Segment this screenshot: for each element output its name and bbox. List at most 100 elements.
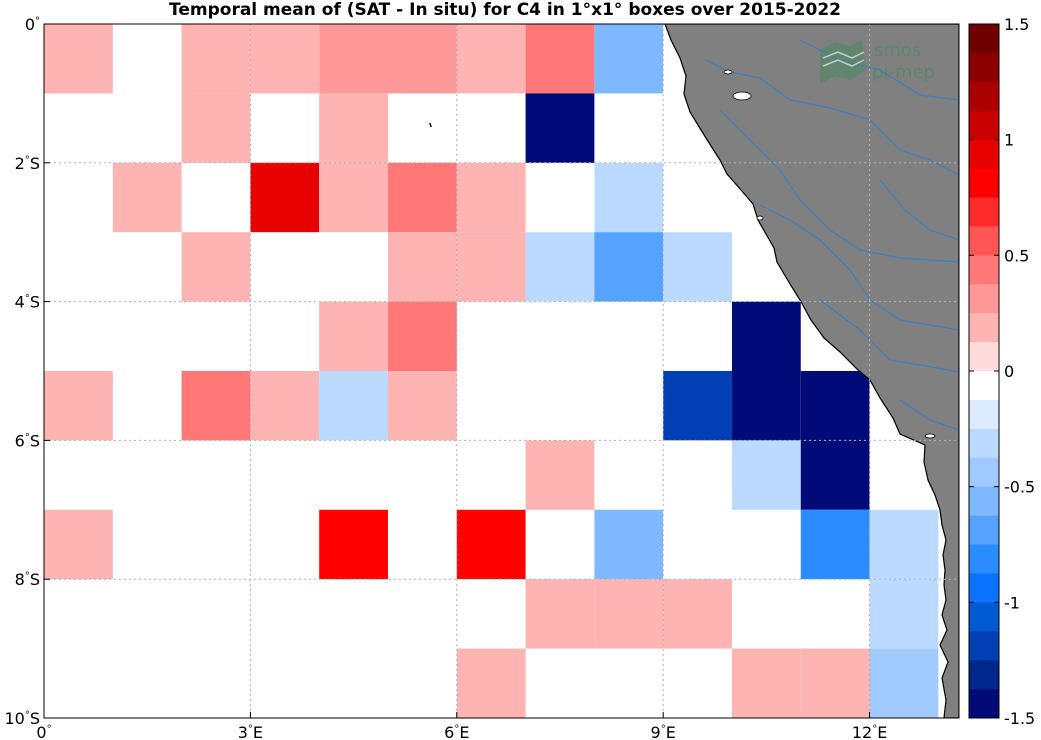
colorbar-swatch: [969, 428, 999, 459]
colorbar-swatch: [969, 255, 999, 285]
grid-cell: [250, 509, 320, 580]
colorbar-tick-label: 1.5: [1004, 15, 1029, 34]
tick-label: 0°: [36, 723, 51, 740]
logo-line1: smos: [874, 40, 921, 61]
grid-cell: [800, 509, 870, 580]
grid-cell: [525, 579, 595, 649]
grid-cell: [456, 162, 526, 233]
grid-cell: [44, 509, 113, 580]
colorbar-swatch: [969, 52, 999, 83]
rivers: [704, 39, 959, 431]
grid-cell: [525, 232, 595, 302]
colorbar-swatch: [969, 631, 999, 661]
tick-label: 2°S: [15, 154, 40, 173]
colorbar-tick-label: 0: [1004, 362, 1014, 381]
grid-cell: [663, 579, 732, 649]
grid-cell: [319, 440, 388, 510]
y-axis-ticks: 0° 2°S 4°S 6°S 8°S 10°S: [4, 15, 50, 728]
tick-label: 0°: [25, 15, 40, 34]
grid-cell: [319, 301, 388, 371]
grid-cell: [663, 371, 732, 441]
grid-cell: [181, 509, 251, 580]
grid-cell: [181, 24, 251, 94]
colorbar: [968, 23, 1000, 719]
grid-cell: [525, 301, 595, 371]
grid-cell: [594, 509, 664, 580]
tick-label: 8°S: [15, 570, 40, 589]
small-island: [429, 122, 432, 128]
grid-cell: [594, 371, 664, 441]
plot-frame: [43, 23, 960, 719]
grid-cell: [731, 301, 801, 371]
grid-cell: [456, 232, 526, 302]
map-title: Temporal mean of (SAT - In situ) for C4 …: [169, 0, 841, 20]
grid-cell: [663, 440, 732, 510]
grid-cell: [800, 440, 870, 510]
tick-label: 6°E: [444, 723, 469, 740]
grid-cell: [869, 509, 939, 580]
colorbar-swatch: [969, 226, 999, 256]
grid-cell: [112, 579, 182, 649]
grid-cell: [731, 371, 801, 441]
logo-line2: pi-mep: [872, 62, 935, 83]
colorbar-tick-label: -1.5: [1004, 709, 1035, 728]
grid-cell: [594, 579, 664, 649]
colorbar-swatch: [969, 24, 999, 54]
grid-cell: [594, 232, 664, 302]
colorbar-swatch: [969, 313, 999, 343]
colorbar-swatch: [969, 197, 999, 227]
colorbar-swatch: [969, 342, 999, 372]
colorbar-tick-label: -1: [1004, 593, 1020, 612]
grid-cell: [387, 24, 457, 94]
grid-cell: [456, 648, 526, 718]
tick-label: 9°E: [651, 723, 676, 740]
land-africa: [664, 24, 959, 718]
grid-cell: [319, 162, 388, 233]
grid-cell: [594, 24, 664, 94]
colorbar-swatch: [969, 139, 999, 170]
tick-label: 10°S: [4, 709, 40, 728]
grid-cell: [44, 24, 113, 94]
colorbar-swatch: [969, 371, 999, 401]
colorbar-swatch: [969, 689, 999, 719]
grid-cell: [869, 579, 939, 649]
grid-cell: [387, 232, 457, 302]
colorbar-tick-label: 1: [1004, 131, 1014, 150]
smos-pimep-logo: smos pi-mep: [820, 40, 935, 84]
tick-label: 6°S: [15, 431, 40, 450]
grid-cell: [869, 648, 939, 718]
tick-label: 4°S: [15, 293, 40, 312]
grid-cell: [731, 648, 801, 718]
tick-label: 3°E: [238, 723, 263, 740]
grid-cell: [319, 24, 388, 94]
colorbar-swatch: [969, 168, 999, 198]
grid-cell: [456, 24, 526, 94]
grid-cell: [319, 371, 388, 441]
colorbar-swatch: [969, 110, 999, 141]
grid-cell: [800, 371, 870, 441]
grid-cell: [44, 371, 113, 441]
grid-cell: [456, 509, 526, 580]
grid-cell: [800, 648, 870, 718]
grid-cell: [319, 93, 388, 163]
grid-cell: [250, 162, 320, 233]
grid-cell: [387, 162, 457, 233]
grid-cell: [456, 93, 526, 163]
x-axis-ticks: 0° 3°E 6°E 9°E 12°E: [36, 712, 887, 740]
colorbar-swatch: [969, 81, 999, 112]
grid-cell: [525, 440, 595, 510]
colorbar-swatch: [969, 660, 999, 690]
colorbar-swatch: [969, 573, 999, 603]
colorbar-swatch: [969, 399, 999, 430]
grid-cell: [387, 301, 457, 371]
colorbar-swatch: [969, 284, 999, 314]
colorbar-tick-label: 0.5: [1004, 246, 1029, 265]
colorbar-swatch: [969, 457, 999, 488]
colorbar-ticks: 1.5 1 0.5 0 -0.5 -1 -1.5: [969, 15, 1035, 728]
grid-cell: [594, 162, 664, 233]
grid-cell: [387, 371, 457, 441]
grid-cell: [731, 440, 801, 510]
grid-cell: [663, 509, 732, 580]
grid-cell: [181, 232, 251, 302]
